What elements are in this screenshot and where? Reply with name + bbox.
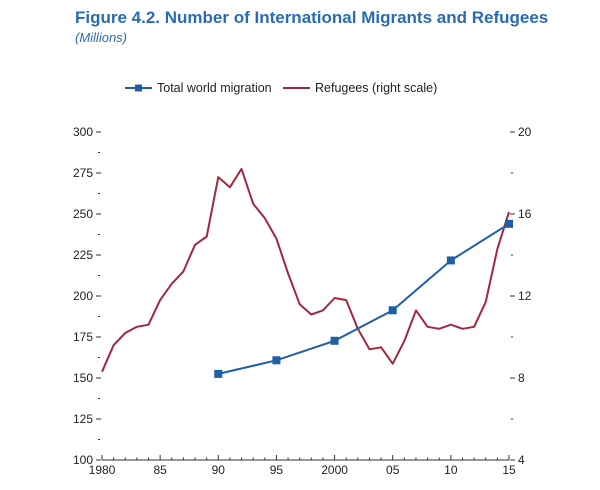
left-y-tick-label: 150 xyxy=(73,371,93,385)
axes: 1980 85 90 95 2000 05 10 15 100 125 150 175 200 225 25… xyxy=(73,125,532,477)
x-tick-label: 05 xyxy=(386,463,400,477)
right-y-tick-label: 8 xyxy=(518,371,525,385)
legend: Total world migration Refugees (right sc… xyxy=(125,81,437,95)
migration-point xyxy=(446,256,455,265)
migration-series-line xyxy=(218,222,510,375)
left-y-tick-label: 200 xyxy=(73,289,93,303)
plot-area xyxy=(101,167,513,378)
left-y-tick-label: 300 xyxy=(73,125,93,139)
migration-point xyxy=(330,336,339,345)
left-y-tick-label: 250 xyxy=(73,207,93,221)
x-tick-label: 15 xyxy=(502,463,516,477)
migration-point xyxy=(272,356,281,365)
right-y-tick-label: 4 xyxy=(518,453,525,467)
x-tick-label: 2000 xyxy=(321,463,348,477)
migration-point xyxy=(214,369,223,378)
x-tick-label: 95 xyxy=(270,463,284,477)
legend-refugees-label: Refugees (right scale) xyxy=(315,81,437,95)
right-y-tick-label: 16 xyxy=(518,207,532,221)
migration-point xyxy=(388,306,397,315)
x-tick-label: 1980 xyxy=(89,463,116,477)
left-y-tick-label: 100 xyxy=(73,453,93,467)
left-y-tick-label: 175 xyxy=(73,330,93,344)
left-y-tick-label: 275 xyxy=(73,166,93,180)
x-tick-label: 10 xyxy=(444,463,458,477)
left-y-tick-label: 125 xyxy=(73,412,93,426)
right-y-tick-label: 20 xyxy=(518,125,532,139)
x-tick-label: 90 xyxy=(212,463,226,477)
legend-migration-marker xyxy=(135,84,142,92)
right-y-tick-label: 12 xyxy=(518,289,532,303)
legend-migration-label: Total world migration xyxy=(157,81,272,95)
migration-point xyxy=(505,219,513,228)
x-tick-label: 85 xyxy=(153,463,167,477)
figure-subtitle: (Millions) xyxy=(75,30,127,45)
refugees-series-line xyxy=(101,167,510,373)
left-y-tick-label: 225 xyxy=(73,248,93,262)
figure-title: Figure 4.2. Number of International Migr… xyxy=(75,8,549,27)
